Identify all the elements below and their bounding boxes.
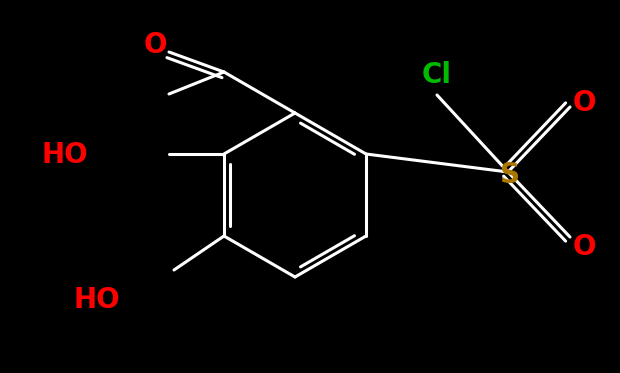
Text: HO: HO [73, 286, 120, 314]
Text: O: O [143, 31, 167, 59]
Text: S: S [500, 161, 520, 189]
Text: O: O [572, 233, 596, 261]
Text: Cl: Cl [422, 61, 452, 89]
Text: O: O [572, 89, 596, 117]
Text: HO: HO [42, 141, 88, 169]
